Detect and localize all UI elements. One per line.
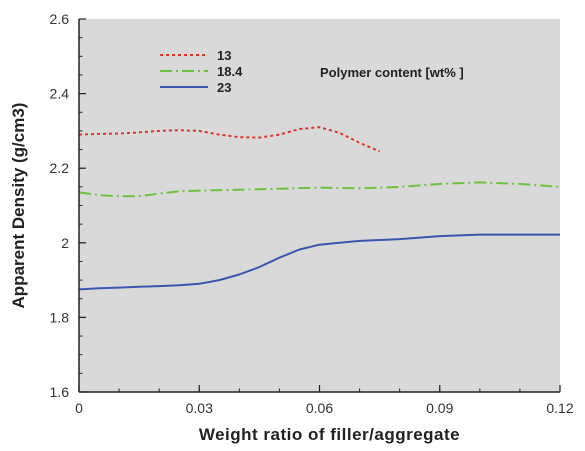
series-line-18.4: [78, 181, 561, 198]
y-tick-label: 2: [61, 235, 69, 251]
y-tick-label: 2.6: [50, 11, 70, 27]
legend-label-23: 23: [217, 80, 231, 95]
plot-area: [79, 19, 560, 392]
series-line-13: [78, 126, 380, 153]
legend-title: Polymer content [wt% ]: [320, 65, 464, 80]
series-line-23: [78, 233, 560, 291]
y-tick-label: 2.2: [50, 160, 70, 176]
x-tick-label: 0: [75, 400, 83, 416]
x-tick-label: 0.12: [546, 400, 573, 416]
x-tick-label: 0.06: [306, 400, 333, 416]
ticks-layer: 0 0.03 0.06 0.09 0.12 1.6 1.8 2 2.2 2.4 2.6: [50, 11, 574, 416]
legend-label-13: 13: [217, 48, 231, 63]
y-tick-label: 1.8: [50, 309, 70, 325]
y-axis-title: Apparent Density (g/cm3): [9, 103, 28, 309]
x-tick-label: 0.03: [186, 400, 213, 416]
series-layer: [78, 126, 561, 291]
legend-label-18.4: 18.4: [217, 64, 243, 79]
x-tick-label: 0.09: [426, 400, 453, 416]
y-tick-label: 2.4: [50, 86, 70, 102]
y-tick-label: 1.6: [50, 384, 70, 400]
x-axis-title: Weight ratio of filler/aggregate: [199, 425, 460, 444]
